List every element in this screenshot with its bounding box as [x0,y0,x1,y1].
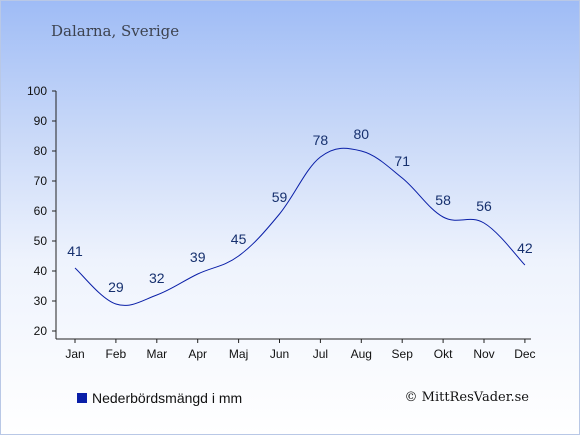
y-tick-label: 80 [34,144,48,158]
data-label: 80 [354,126,370,142]
legend-label: Nederbördsmängd i mm [92,390,243,406]
series-line-group [74,147,526,306]
y-tick-label: 40 [34,264,48,278]
x-tick-label: Aug [351,347,372,361]
data-label: 58 [435,192,451,208]
data-label: 32 [149,270,165,286]
x-tick-label: Okt [434,347,453,361]
y-tick-label: 70 [34,174,48,188]
y-tick-label: 90 [34,114,48,128]
credit-text: © MittResVader.se [404,390,529,405]
y-tick-label: 60 [34,204,48,218]
y-tick-label: 20 [34,324,48,338]
x-tick-label: Feb [106,347,127,361]
y-tick-label: 50 [34,234,48,248]
y-tick-label: 30 [34,294,48,308]
y-tick-label: 100 [27,84,47,98]
series-line [74,147,526,306]
data-label: 56 [476,198,492,214]
data-label: 39 [190,249,206,265]
legend-swatch-icon [77,393,87,403]
x-tick-label: Jan [65,347,84,361]
chart-title: Dalarna, Sverige [51,22,180,40]
x-tick-label: Jun [270,347,289,361]
x-tick-label: Mar [146,347,167,361]
y-axis: 20 30 40 50 60 70 80 90 100 [27,84,57,339]
data-label: 45 [231,231,247,247]
data-labels: 41 29 32 39 45 59 78 80 71 58 56 42 [67,126,533,295]
legend: Nederbördsmängd i mm [77,390,242,406]
data-label: 71 [394,153,410,169]
data-label: 41 [67,243,83,259]
data-label: 42 [517,240,533,256]
x-tick-label: Maj [229,347,248,361]
data-label: 29 [108,279,124,295]
x-tick-label: Jul [313,347,328,361]
x-tick-label: Nov [473,347,494,361]
x-tick-label: Sep [392,347,414,361]
x-axis: Jan Feb Mar Apr Maj Jun Jul Aug Sep Okt Nov Dec [56,338,536,361]
data-label: 59 [272,189,288,205]
x-tick-label: Apr [188,347,207,361]
x-tick-label: Dec [514,347,535,361]
data-label: 78 [313,132,329,148]
